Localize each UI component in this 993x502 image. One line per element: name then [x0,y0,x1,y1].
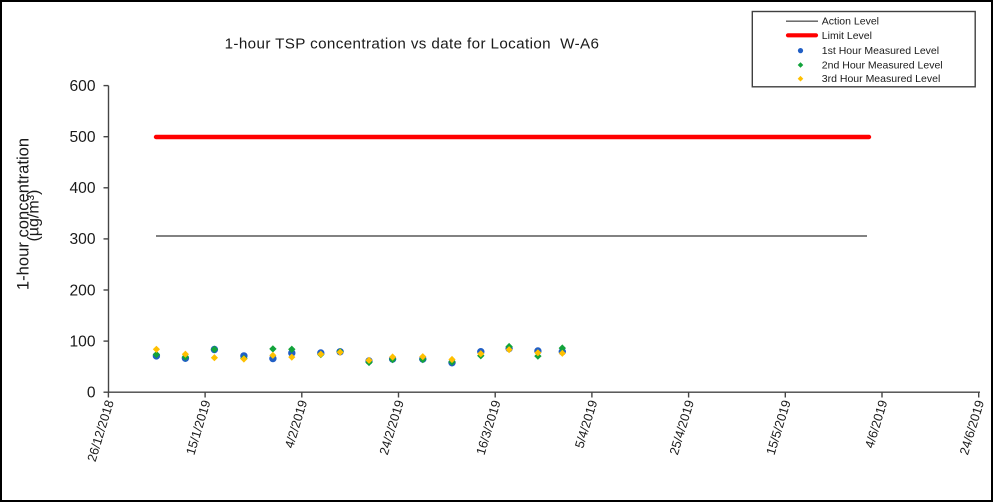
svg-text:2nd Hour Measured Level: 2nd Hour Measured Level [822,60,943,72]
svg-text:(µg/m³): (µg/m³) [25,190,42,242]
svg-text:1st Hour Measured Level: 1st Hour Measured Level [822,45,939,57]
svg-text:1-hour concentration: 1-hour concentration [13,138,32,290]
svg-text:300: 300 [69,231,95,248]
svg-text:500: 500 [69,129,95,146]
svg-text:600: 600 [69,78,95,95]
svg-text:Limit Level: Limit Level [822,30,872,42]
svg-text:Action Level: Action Level [822,16,879,28]
svg-text:200: 200 [69,282,95,299]
svg-text:1-hour TSP concentration vs da: 1-hour TSP concentration vs date for Loc… [225,35,600,52]
svg-text:0: 0 [87,385,96,402]
svg-text:100: 100 [69,333,95,350]
svg-text:3rd Hour Measured Level: 3rd Hour Measured Level [822,73,940,85]
svg-text:400: 400 [69,180,95,197]
